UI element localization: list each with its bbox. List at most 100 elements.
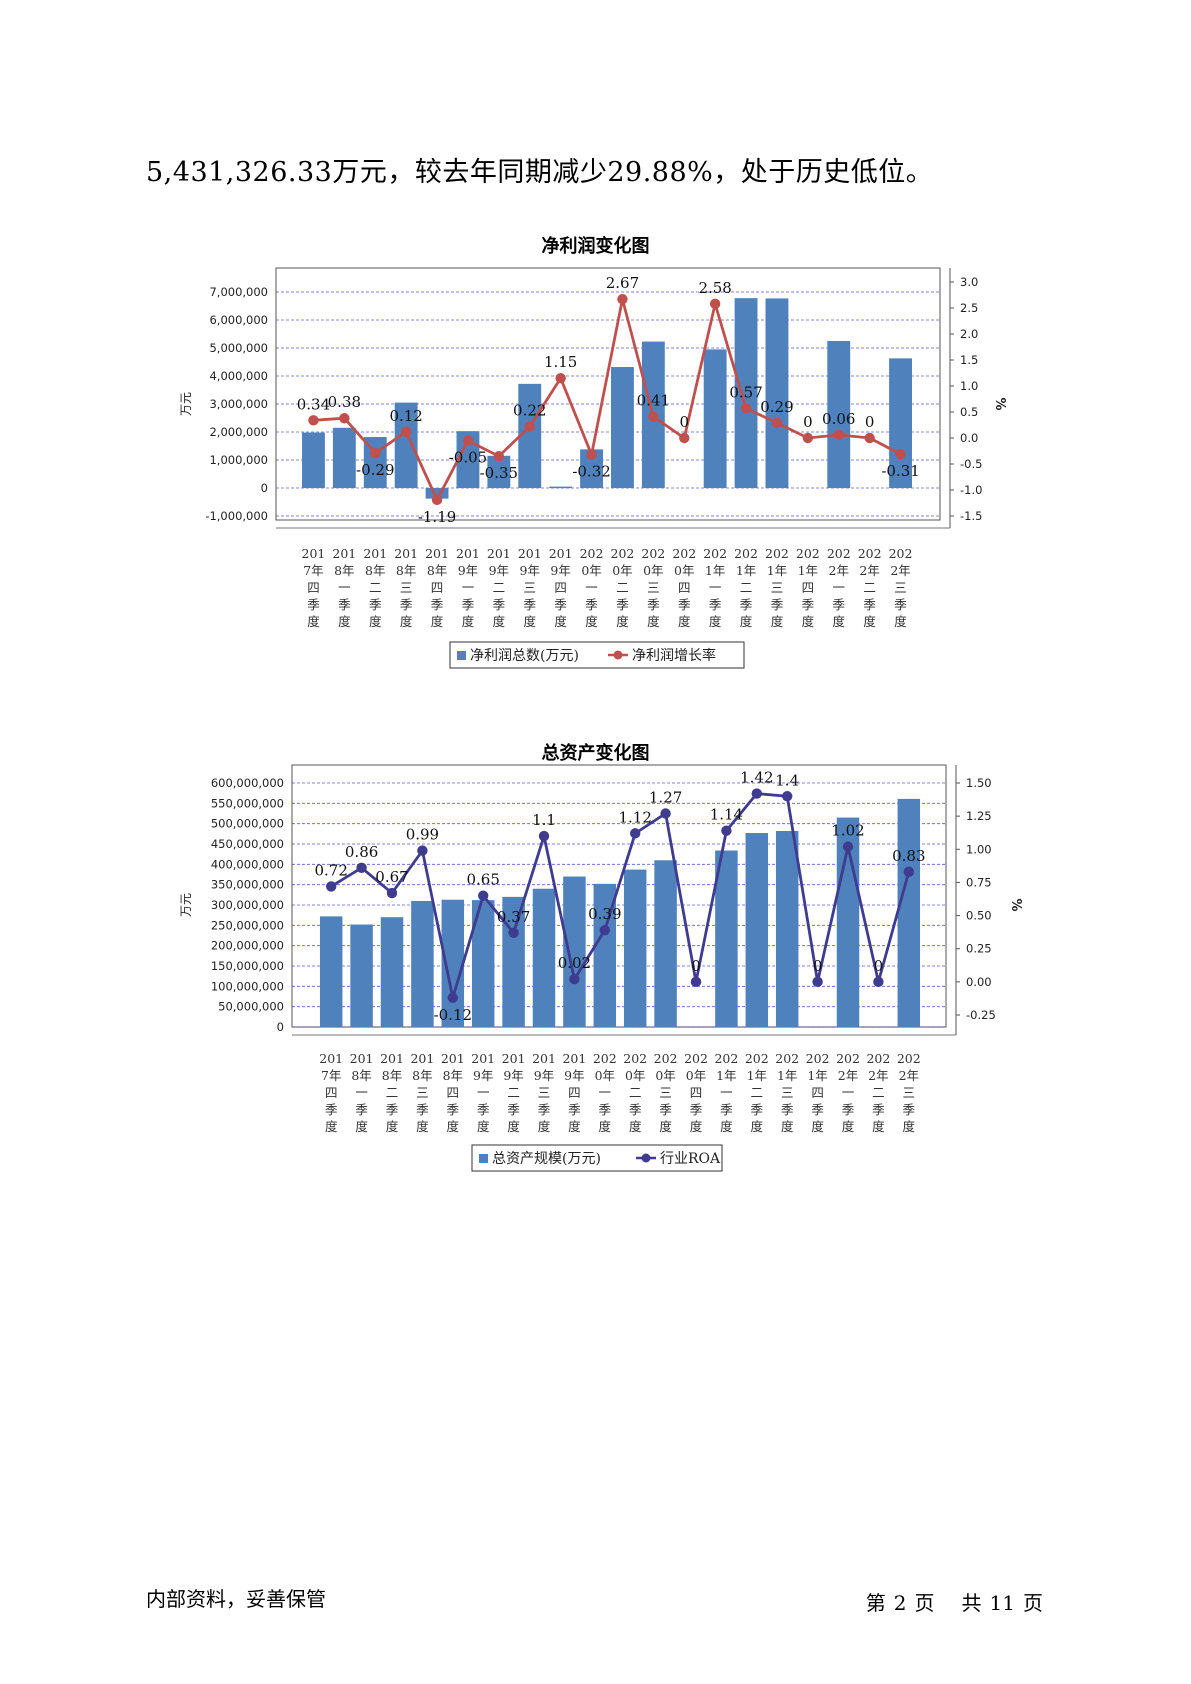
x-tick-label: 202 2年一季度 <box>836 1051 860 1134</box>
line-point <box>538 830 550 842</box>
data-label: 0.83 <box>892 847 925 865</box>
line-point <box>599 924 610 936</box>
bar <box>425 488 449 499</box>
y-tick-label: 6,000,000 <box>209 313 268 327</box>
bar <box>611 367 634 488</box>
x-tick-label: 202 0年一季度 <box>580 546 604 629</box>
x-tick-label: 202 1年二季度 <box>745 1051 769 1134</box>
bar <box>549 486 573 489</box>
plot-frame <box>275 267 941 521</box>
bar <box>563 876 586 1027</box>
data-label: 1.42 <box>740 769 773 787</box>
legend-line-marker <box>613 650 623 660</box>
x-tick-label: 202 1年四季度 <box>796 546 820 629</box>
line-point <box>400 426 412 437</box>
line-point <box>555 373 566 384</box>
x-tick-label: 201 8年三季度 <box>394 546 418 629</box>
data-label: 0.67 <box>375 868 408 886</box>
line-point <box>648 411 659 422</box>
data-label: 0.86 <box>345 843 378 861</box>
line-point <box>356 862 367 874</box>
y2-tick-label: 1.0 <box>960 379 978 393</box>
footer-total-suffix: 页 <box>1023 1591 1043 1615</box>
bar <box>471 900 495 1027</box>
data-label: 0 <box>865 413 875 431</box>
y2-axis-label: % <box>992 397 1007 410</box>
data-label: 1.15 <box>544 353 577 371</box>
line-point <box>617 293 628 305</box>
total-assets-chart: 0 50,000,000 100,000,000 150,000,000 200,000… <box>179 764 1023 1172</box>
x-tick-label: 202 2年三季度 <box>897 1051 921 1134</box>
line-point <box>660 808 671 819</box>
data-label: 2.58 <box>698 279 731 297</box>
line-point <box>782 791 793 802</box>
y-tick-label: 400,000,000 <box>211 857 284 871</box>
x-tick-label: 201 8年二季度 <box>363 546 387 629</box>
x-tick-label: 202 0年三季度 <box>654 1051 678 1134</box>
bar <box>715 850 738 1027</box>
x-tick-label: 202 1年二季度 <box>734 546 758 629</box>
y2-tick-label: -1.5 <box>960 509 982 523</box>
x-tick-label: 202 0年二季度 <box>611 546 635 629</box>
bar <box>623 869 647 1027</box>
data-label: 0 <box>803 413 813 431</box>
line-point <box>508 927 519 939</box>
y2-tick-label: 1.00 <box>966 842 992 856</box>
y-tick-label: 1,000,000 <box>209 453 268 467</box>
data-label: 0.02 <box>558 954 591 972</box>
data-label: 1.02 <box>831 822 864 840</box>
x-tick-label: 201 8年四季度 <box>441 1051 465 1134</box>
x-tick-label: 201 9年四季度 <box>549 546 573 629</box>
y-axis-label: 万元 <box>179 392 193 416</box>
x-tick-label: 201 9年三季度 <box>532 1051 556 1134</box>
y-tick-label: 600,000,000 <box>211 776 284 790</box>
line-point <box>709 298 721 310</box>
bar <box>889 358 912 488</box>
y-tick-label: 4,000,000 <box>209 369 268 383</box>
data-label: 1.1 <box>532 811 556 829</box>
data-label: -0.35 <box>480 464 518 482</box>
data-label: 1.4 <box>775 771 799 789</box>
chart1-title: 净利润变化图 <box>541 236 650 257</box>
line-point <box>873 976 884 988</box>
legend-bar-label: 净利润总数(万元) <box>470 648 579 664</box>
data-label: 1.12 <box>618 808 651 826</box>
y-tick-label: 200,000,000 <box>211 939 284 953</box>
bar <box>654 860 677 1027</box>
y-tick-label: 3,000,000 <box>209 397 268 411</box>
net-profit-chart: -1,000,000 0 1,000,000 2,000,000 3,000,000 4,… <box>179 267 1007 669</box>
x-tick-label: 202 1年三季度 <box>765 546 789 629</box>
y2-tick-label: -0.25 <box>966 1008 996 1022</box>
y-axis-label: 万元 <box>179 893 193 917</box>
line-point <box>895 448 906 460</box>
x-tick-label: 201 9年四季度 <box>562 1051 586 1134</box>
intro-text: 5,431,326.33万元，较去年同期减少29.88%，处于历史低位。 <box>146 157 934 188</box>
line-point <box>833 429 844 441</box>
data-label: 0.38 <box>328 393 361 411</box>
bar <box>532 888 556 1027</box>
data-label: 0.65 <box>466 871 499 889</box>
series-line <box>313 298 902 504</box>
x-tick-label: 201 8年二季度 <box>380 1051 404 1134</box>
x-tick-label: 201 9年二季度 <box>487 546 511 629</box>
bar <box>827 341 851 488</box>
y2-tick-label: -1.0 <box>960 483 982 497</box>
bar <box>394 402 418 488</box>
bar <box>302 432 325 488</box>
y2-tick-label: 1.50 <box>966 776 992 790</box>
x-tick-label: 201 7年四季度 <box>302 546 326 629</box>
line-point <box>679 432 690 444</box>
legend: 净利润总数(万元) 净利润增长率 <box>449 641 745 669</box>
bar <box>350 924 373 1027</box>
data-label: 0.72 <box>314 861 347 879</box>
x-tick-label: 201 8年三季度 <box>410 1051 434 1134</box>
x-tick-label: 202 0年四季度 <box>684 1051 708 1134</box>
data-label: 0.57 <box>729 383 762 401</box>
line-point <box>493 451 505 462</box>
data-label: -0.32 <box>572 463 610 481</box>
legend-line-label: 行业ROA <box>660 1151 721 1167</box>
footer-total-num: 11 <box>989 1591 1015 1615</box>
bar <box>502 896 525 1027</box>
bar <box>745 833 769 1027</box>
legend-box <box>471 1144 723 1172</box>
